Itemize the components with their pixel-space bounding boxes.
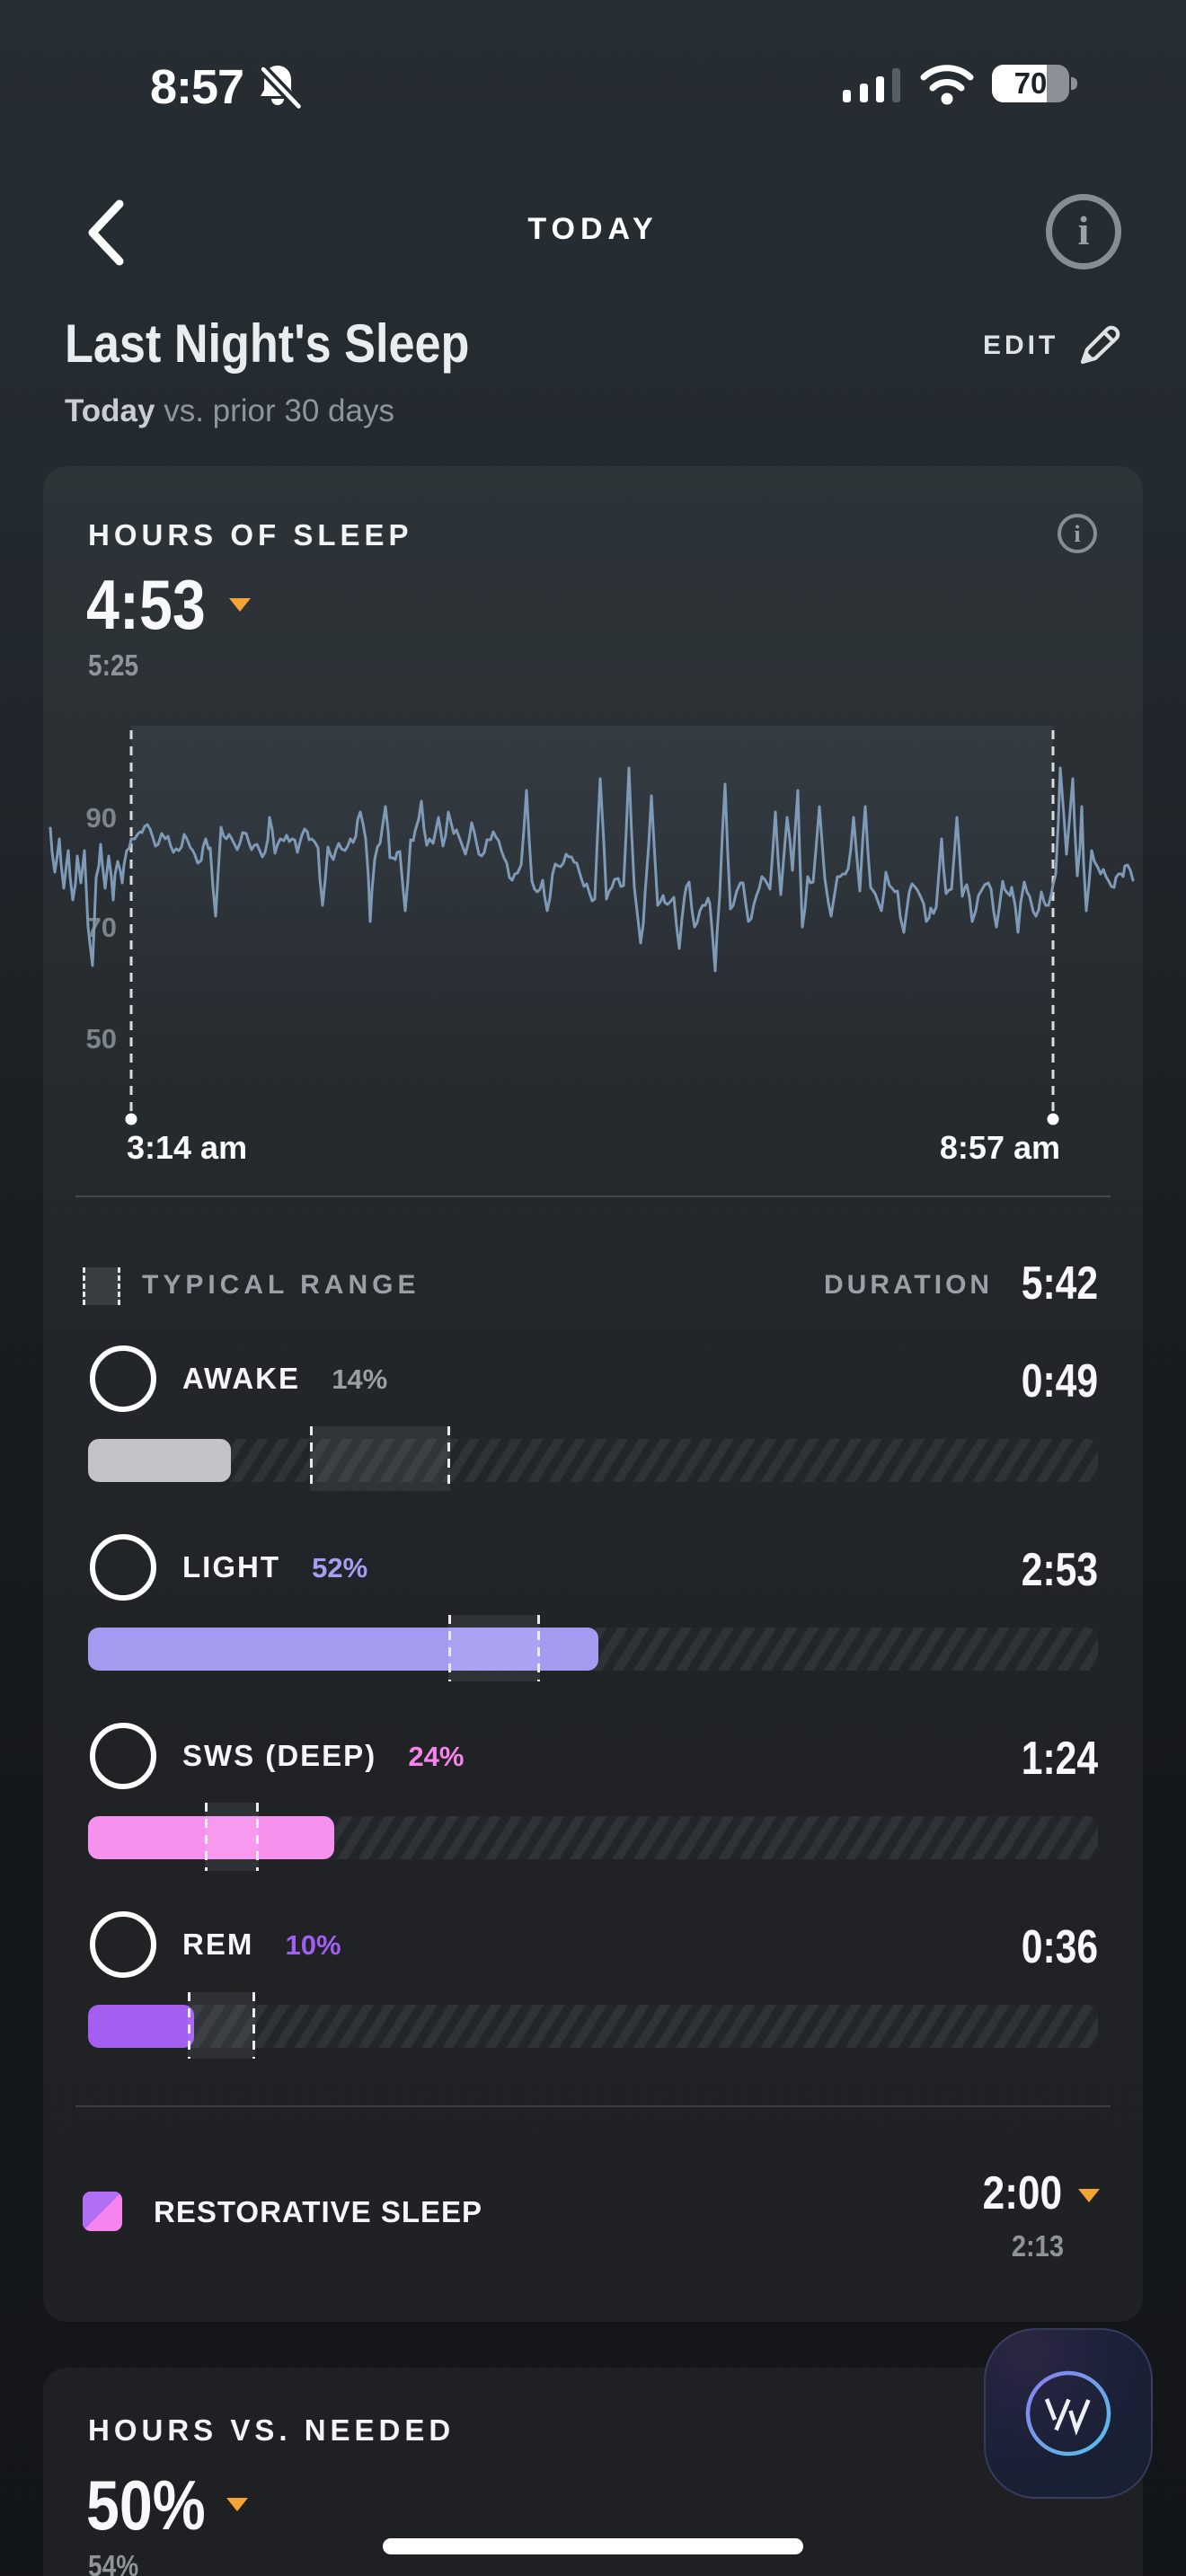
svg-text:70: 70 <box>86 912 117 943</box>
svg-text:90: 90 <box>86 802 117 834</box>
svg-text:50: 50 <box>86 1023 117 1054</box>
